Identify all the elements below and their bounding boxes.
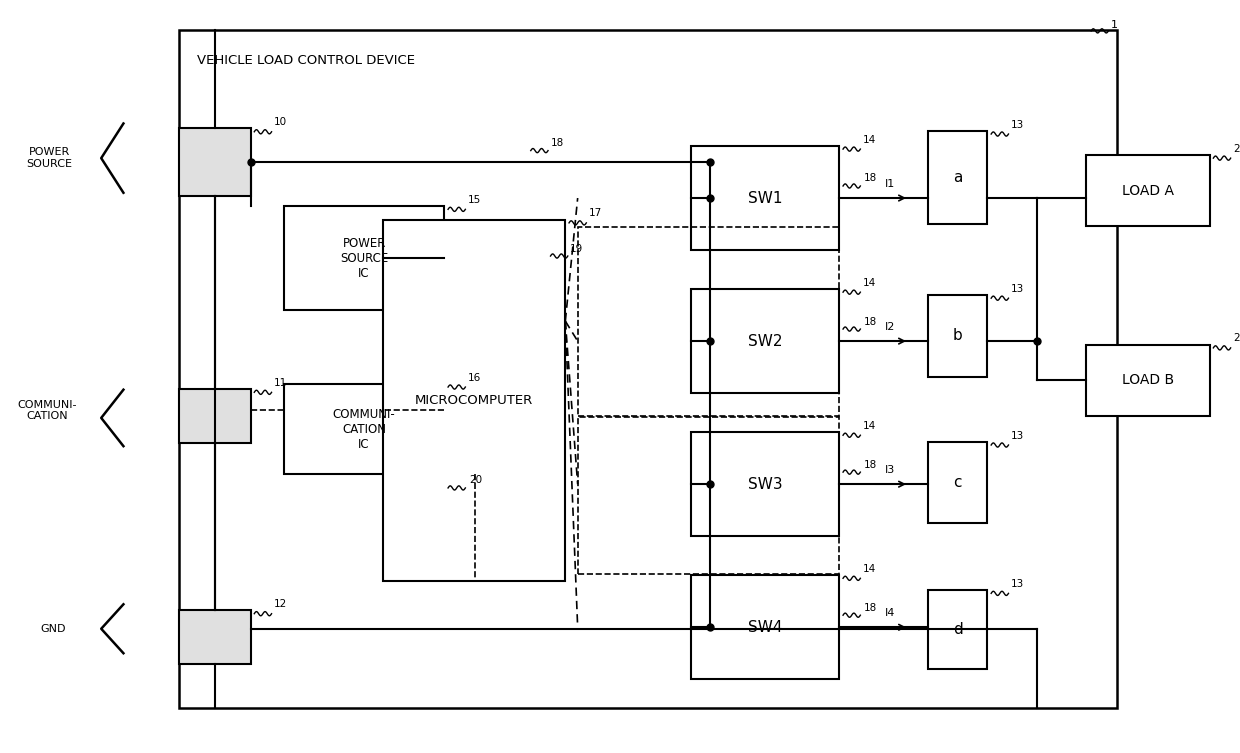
Bar [179,30,1117,708]
Text: 15: 15 [467,195,481,205]
Text: 13: 13 [1011,120,1024,130]
Bar [179,610,250,664]
Bar [1086,155,1210,226]
Text: I3: I3 [885,465,895,475]
Text: b: b [954,328,962,343]
Text: MICROCOMPUTER: MICROCOMPUTER [415,394,533,407]
Text: 14: 14 [863,135,875,145]
Bar [578,417,839,574]
Text: 13: 13 [1011,579,1024,589]
Text: SW1: SW1 [748,191,782,206]
Text: 13: 13 [1011,284,1024,294]
Text: c: c [954,475,962,490]
Text: 13: 13 [1011,431,1024,441]
Text: 20: 20 [469,475,482,486]
Bar [691,289,839,393]
Text: POWER
SOURCE
IC: POWER SOURCE IC [340,236,388,280]
Text: 14: 14 [863,278,875,288]
Text: 14: 14 [863,564,875,574]
Text: 16: 16 [467,373,481,383]
Text: a: a [954,170,962,185]
Bar [284,206,444,310]
Bar [383,220,565,581]
Text: LOAD B: LOAD B [1122,373,1174,387]
Text: SW2: SW2 [748,334,782,349]
Text: 2: 2 [1233,144,1240,154]
Bar [1086,345,1210,416]
Bar [179,389,250,443]
Bar [691,432,839,536]
Bar [691,575,839,679]
Bar [179,128,250,196]
Bar [929,131,987,224]
Text: COMMUNI-
CATION: COMMUNI- CATION [17,400,77,421]
Text: COMMUNI-
CATION
IC: COMMUNI- CATION IC [332,407,396,451]
Bar [691,146,839,250]
Text: 18: 18 [551,138,564,148]
Text: 18: 18 [864,459,877,470]
Text: 14: 14 [863,421,875,431]
Text: 1: 1 [1111,20,1118,30]
Text: I4: I4 [885,608,895,618]
Text: 2: 2 [1233,334,1240,343]
Bar [284,384,444,474]
Text: 12: 12 [274,599,288,609]
Text: 18: 18 [864,602,877,613]
Bar [929,295,987,376]
Bar [929,442,987,523]
Text: LOAD A: LOAD A [1122,184,1174,197]
Text: 18: 18 [864,316,877,327]
Text: d: d [954,622,962,637]
Text: I1: I1 [885,178,895,189]
Text: POWER
SOURCE: POWER SOURCE [26,148,72,169]
Text: 11: 11 [274,378,288,388]
Text: 18: 18 [864,173,877,184]
Text: I2: I2 [885,322,895,332]
Text: SW3: SW3 [748,477,782,492]
Text: SW4: SW4 [748,620,782,635]
Bar [929,590,987,669]
Bar [578,227,839,416]
Text: 17: 17 [589,209,603,218]
Text: VEHICLE LOAD CONTROL DEVICE: VEHICLE LOAD CONTROL DEVICE [197,53,415,67]
Text: 19: 19 [570,243,584,254]
Text: GND: GND [41,623,66,634]
Text: 10: 10 [274,117,288,127]
